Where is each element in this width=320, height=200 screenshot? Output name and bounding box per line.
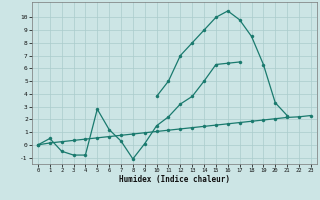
X-axis label: Humidex (Indice chaleur): Humidex (Indice chaleur) bbox=[119, 175, 230, 184]
